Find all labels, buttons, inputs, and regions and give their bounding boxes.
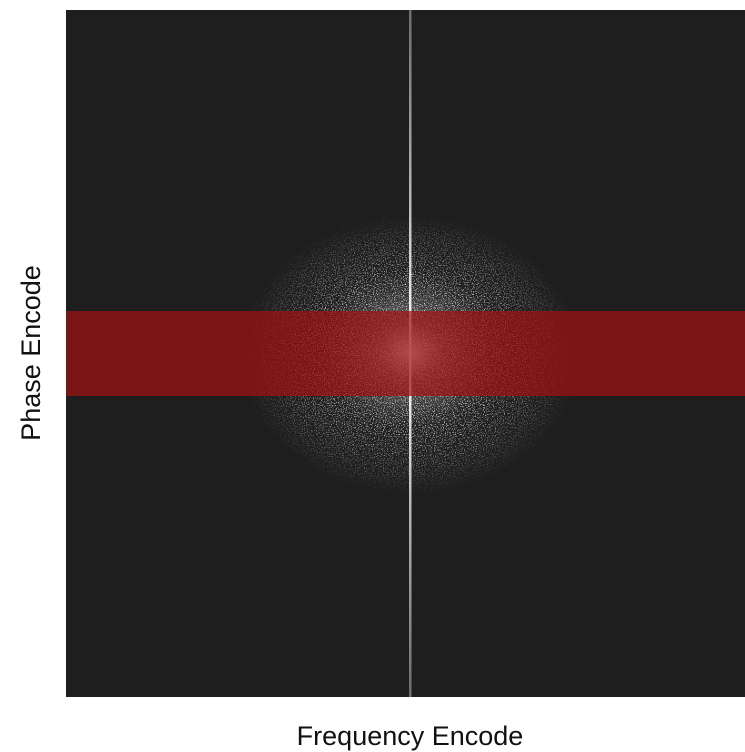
y-axis-label: Phase Encode <box>16 265 46 441</box>
highlight-band <box>66 311 745 396</box>
k-space-image <box>66 10 745 697</box>
x-axis-label: Frequency Encode <box>297 721 524 751</box>
